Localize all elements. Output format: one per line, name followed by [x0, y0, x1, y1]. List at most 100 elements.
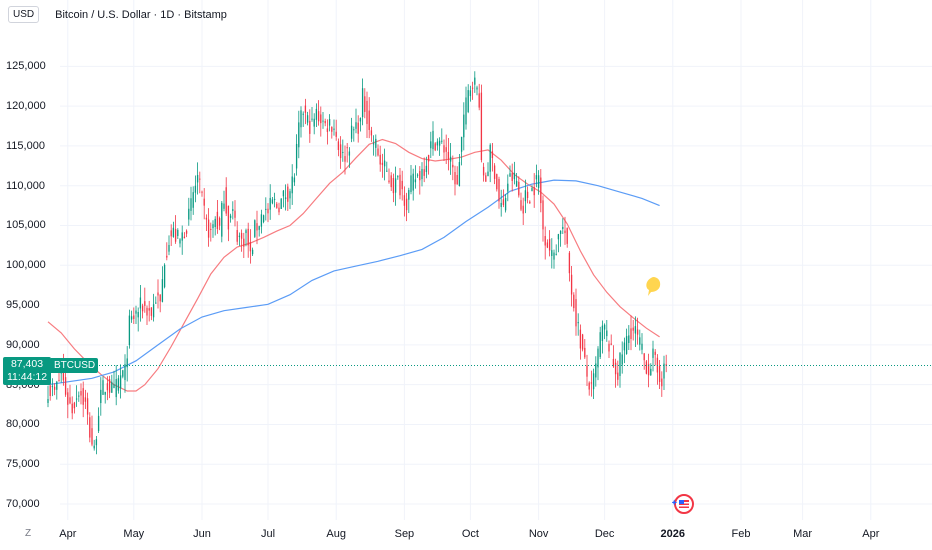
candles	[47, 71, 667, 455]
candle-body	[383, 160, 386, 167]
candle-body	[350, 125, 353, 139]
x-tick-label: Jun	[193, 528, 211, 540]
candle-body	[643, 353, 645, 361]
candle-body	[100, 389, 102, 404]
candle-body	[199, 178, 201, 180]
candle-body	[458, 162, 461, 186]
candle-body	[502, 199, 505, 205]
x-tick-label: May	[123, 528, 145, 540]
candle-body	[155, 302, 157, 304]
y-tick-label: 75,000	[6, 458, 40, 471]
y-tick-label: 105,000	[6, 219, 46, 232]
candle-body	[485, 175, 487, 182]
candle-body	[304, 105, 307, 113]
candle-body	[196, 174, 199, 183]
candle-body	[302, 113, 304, 115]
candle-body	[357, 122, 359, 134]
candle-body	[190, 198, 192, 211]
candle-body	[144, 301, 146, 306]
x-tick-label: Apr	[862, 528, 880, 540]
candle-body	[570, 274, 573, 295]
candle-body	[306, 115, 309, 123]
candle-body	[630, 328, 632, 340]
candle-body	[401, 180, 403, 190]
candle-body	[447, 151, 450, 160]
candle-body	[375, 138, 377, 148]
candle-body	[590, 382, 593, 384]
candle-body	[78, 395, 80, 397]
candle-body	[225, 187, 227, 214]
candle-body	[408, 190, 410, 200]
candle-body	[238, 235, 241, 238]
candle-body	[212, 224, 214, 229]
candle-body	[73, 402, 76, 409]
candle-body	[117, 378, 120, 391]
candle-body	[71, 403, 73, 414]
candle-body	[430, 141, 432, 149]
candle-body	[115, 379, 117, 398]
candle-body	[67, 392, 69, 405]
candle-body	[104, 391, 106, 395]
candle-body	[359, 118, 362, 122]
candle-body	[586, 365, 588, 377]
candle-body	[227, 205, 230, 230]
candle-body	[652, 348, 654, 358]
candle-body	[507, 183, 509, 192]
candle-body	[493, 165, 496, 179]
candle-body	[232, 209, 234, 212]
x-tick-label: Nov	[528, 528, 549, 540]
candle-body	[403, 195, 406, 206]
flag-badge-icon[interactable]	[672, 493, 694, 515]
candle-body	[625, 336, 628, 355]
candle-body	[372, 143, 375, 145]
candle-body	[91, 428, 93, 445]
candle-body	[548, 238, 551, 251]
candle-body	[260, 214, 263, 227]
y-tick-label: 110,000	[6, 179, 45, 192]
candle-body	[526, 191, 529, 198]
x-tick-label: Feb	[731, 528, 751, 540]
candle-body	[474, 77, 476, 85]
scale-toggle-button[interactable]: Z	[25, 528, 32, 539]
candle-body	[133, 315, 135, 319]
candle-body	[64, 377, 67, 395]
candle-body	[161, 279, 164, 302]
candle-body	[617, 372, 619, 380]
candle-body	[436, 141, 439, 146]
candle-body	[579, 329, 582, 349]
candle-body	[511, 173, 513, 181]
idea-marker-icon[interactable]	[646, 277, 661, 296]
candle-body	[335, 131, 337, 137]
candle-body	[258, 226, 260, 230]
candle-body	[386, 170, 388, 172]
candle-body	[342, 151, 344, 153]
candle-body	[584, 347, 586, 358]
candle-body	[166, 255, 168, 258]
candle-body	[531, 188, 533, 192]
candle-body	[452, 164, 454, 168]
candle-body	[236, 230, 238, 242]
candle-body	[150, 307, 153, 316]
candle-body	[126, 358, 128, 368]
candle-body	[471, 87, 474, 89]
candle-body	[56, 381, 58, 390]
candle-body	[619, 352, 621, 377]
candle-body	[621, 354, 623, 365]
candle-body	[216, 211, 219, 230]
currency-selector[interactable]: USD	[8, 6, 40, 23]
candle-body	[353, 129, 355, 131]
candle-body	[339, 144, 342, 159]
candle-body	[267, 208, 269, 214]
candle-body	[210, 228, 212, 230]
candle-body	[298, 122, 300, 148]
candle-body	[463, 114, 465, 138]
candle-body	[515, 180, 518, 187]
candle-body	[80, 391, 82, 396]
x-tick-label: Apr	[59, 528, 77, 540]
candle-body	[394, 178, 397, 193]
candle-body	[108, 379, 111, 393]
candle-body	[148, 308, 150, 311]
candle-body	[313, 118, 315, 127]
candle-body	[51, 386, 54, 388]
